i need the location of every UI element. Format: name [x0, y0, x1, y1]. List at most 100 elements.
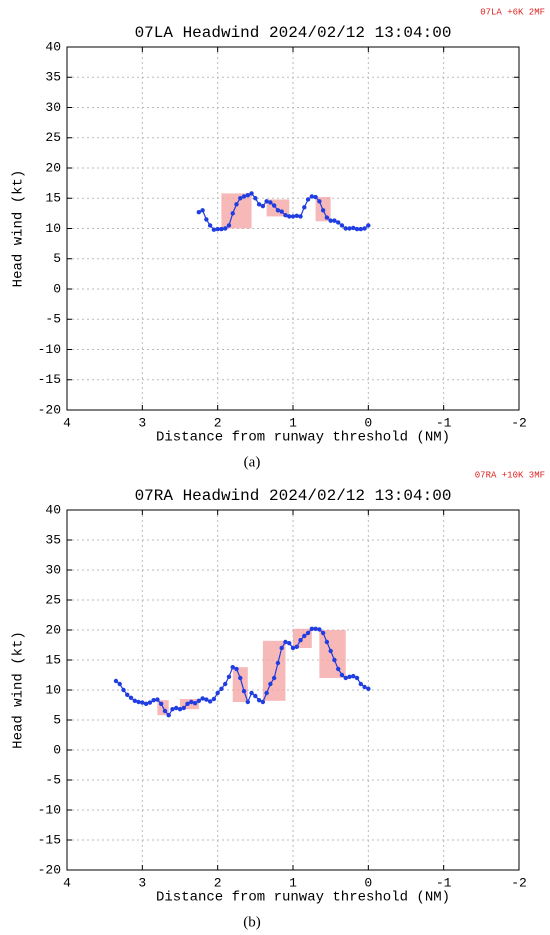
wind-point — [211, 227, 217, 232]
y-tick-label: 15 — [45, 652, 61, 667]
wind-point — [298, 214, 303, 219]
wind-point — [253, 196, 258, 201]
x-tick-label: 4 — [63, 875, 71, 890]
wind-point — [113, 678, 119, 684]
chart-note: 07RA +10K 3MF — [475, 470, 545, 480]
wind-point — [136, 699, 141, 705]
wind-point — [275, 660, 281, 666]
y-tick-label: 5 — [53, 251, 61, 266]
wind-point — [298, 638, 303, 643]
wind-point — [204, 697, 209, 702]
wind-point — [185, 701, 190, 706]
wind-point — [207, 699, 213, 704]
wind-point — [358, 226, 363, 232]
wind-point — [271, 203, 277, 208]
wind-point — [256, 698, 262, 703]
wind-point — [354, 226, 360, 232]
wind-point — [249, 690, 254, 696]
x-axis-label: Distance from runway threshold (NM) — [156, 430, 450, 446]
y-tick-label: -20 — [38, 402, 61, 417]
wind-point — [275, 208, 281, 213]
wind-point — [219, 226, 224, 232]
y-tick-label: 5 — [53, 712, 61, 727]
chart-title: 07RA Headwind 2024/02/12 13:04:00 — [135, 487, 452, 505]
y-tick-label: 35 — [45, 70, 61, 85]
shear-region — [221, 193, 252, 229]
wind-point — [268, 200, 273, 205]
wind-point — [347, 226, 352, 231]
wind-point — [151, 698, 156, 703]
wind-point — [290, 214, 296, 219]
wind-point — [158, 701, 164, 706]
wind-point — [332, 657, 337, 663]
chart-note: 07LA +6K 2MF — [480, 7, 545, 17]
wind-point — [238, 196, 243, 201]
y-axis-label: Head wind (kt) — [11, 170, 27, 288]
wind-point — [305, 197, 311, 202]
wind-point — [351, 674, 356, 679]
y-tick-label: -5 — [45, 772, 61, 787]
wind-point — [287, 214, 292, 219]
wind-point — [366, 223, 371, 228]
wind-point — [207, 223, 213, 228]
y-tick-label: 25 — [45, 130, 61, 145]
wind-line — [198, 192, 369, 231]
wind-point — [121, 687, 126, 693]
y-tick-label: 40 — [45, 39, 61, 54]
wind-point — [241, 689, 247, 694]
wind-point — [125, 692, 130, 697]
wind-point — [200, 696, 205, 701]
wind-point — [260, 203, 266, 209]
x-axis-label: Distance from runway threshold (NM) — [156, 890, 450, 906]
x-tick-label: 0 — [364, 415, 372, 430]
wind-point — [279, 209, 284, 214]
wind-point — [366, 686, 371, 691]
wind-point — [339, 672, 345, 678]
wind-point — [283, 639, 288, 645]
wind-point — [264, 690, 269, 696]
wind-point — [204, 217, 209, 222]
wind-point — [230, 211, 235, 216]
y-tick-label: 25 — [45, 592, 61, 607]
x-tick-label: -1 — [436, 875, 452, 890]
wind-point — [354, 675, 360, 681]
wind-point — [140, 700, 145, 705]
wind-point — [253, 693, 258, 699]
wind-point — [234, 666, 239, 672]
wind-point — [328, 648, 333, 654]
x-tick-label: -2 — [511, 875, 527, 890]
wind-point — [358, 681, 363, 687]
wind-point — [320, 208, 326, 213]
wind-point — [170, 707, 175, 712]
wind-point — [155, 697, 160, 702]
wind-point — [305, 630, 311, 636]
wind-point — [309, 194, 315, 199]
wind-point — [249, 191, 254, 196]
wind-point — [215, 690, 220, 696]
y-tick-label: 15 — [45, 191, 61, 206]
wind-point — [238, 675, 243, 681]
y-axis-label: Head wind (kt) — [11, 631, 27, 749]
wind-point — [260, 699, 266, 705]
x-tick-label: 3 — [138, 415, 146, 430]
wind-point — [294, 213, 299, 218]
wind-point — [245, 699, 250, 705]
wind-point — [196, 209, 202, 215]
y-tick-label: 30 — [45, 100, 61, 115]
wind-point — [147, 700, 153, 705]
wind-point — [132, 698, 137, 703]
wind-point — [302, 633, 307, 639]
wind-point — [117, 681, 122, 687]
wind-point — [200, 208, 205, 213]
wind-point — [324, 639, 330, 645]
y-tick-label: 20 — [45, 160, 61, 175]
wind-point — [256, 202, 262, 207]
y-tick-label: 10 — [45, 221, 61, 236]
y-tick-label: 0 — [53, 742, 61, 757]
y-tick-label: 30 — [45, 562, 61, 577]
y-tick-label: 10 — [45, 682, 61, 697]
wind-point — [211, 696, 217, 702]
y-tick-label: 0 — [53, 281, 61, 296]
wind-point — [271, 675, 277, 681]
y-tick-label: 20 — [45, 622, 61, 637]
